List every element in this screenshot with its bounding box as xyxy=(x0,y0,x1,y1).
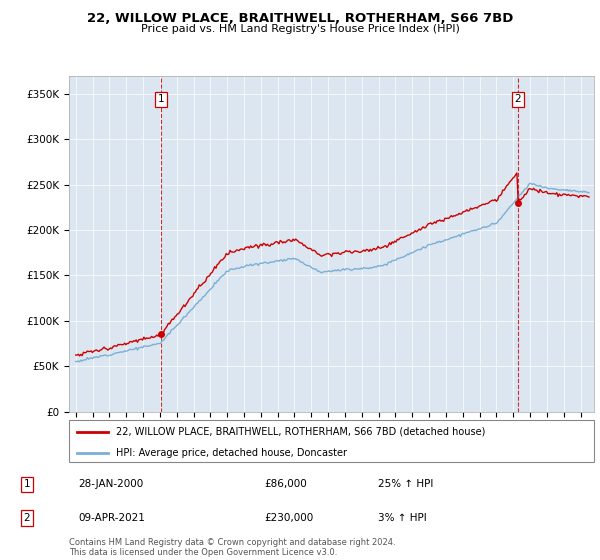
Text: Contains HM Land Registry data © Crown copyright and database right 2024.
This d: Contains HM Land Registry data © Crown c… xyxy=(69,538,395,557)
Text: Price paid vs. HM Land Registry's House Price Index (HPI): Price paid vs. HM Land Registry's House … xyxy=(140,24,460,34)
Text: £230,000: £230,000 xyxy=(264,513,313,523)
Text: £86,000: £86,000 xyxy=(264,479,307,489)
FancyBboxPatch shape xyxy=(69,420,594,462)
Text: 1: 1 xyxy=(158,94,164,104)
Text: HPI: Average price, detached house, Doncaster: HPI: Average price, detached house, Donc… xyxy=(116,448,347,458)
Text: 3% ↑ HPI: 3% ↑ HPI xyxy=(378,513,427,523)
Text: 25% ↑ HPI: 25% ↑ HPI xyxy=(378,479,433,489)
Text: 28-JAN-2000: 28-JAN-2000 xyxy=(78,479,143,489)
Text: 22, WILLOW PLACE, BRAITHWELL, ROTHERHAM, S66 7BD (detached house): 22, WILLOW PLACE, BRAITHWELL, ROTHERHAM,… xyxy=(116,427,485,437)
Text: 09-APR-2021: 09-APR-2021 xyxy=(78,513,145,523)
Text: 1: 1 xyxy=(23,479,31,489)
Text: 2: 2 xyxy=(23,513,31,523)
Text: 22, WILLOW PLACE, BRAITHWELL, ROTHERHAM, S66 7BD: 22, WILLOW PLACE, BRAITHWELL, ROTHERHAM,… xyxy=(87,12,513,25)
Text: 2: 2 xyxy=(514,94,521,104)
